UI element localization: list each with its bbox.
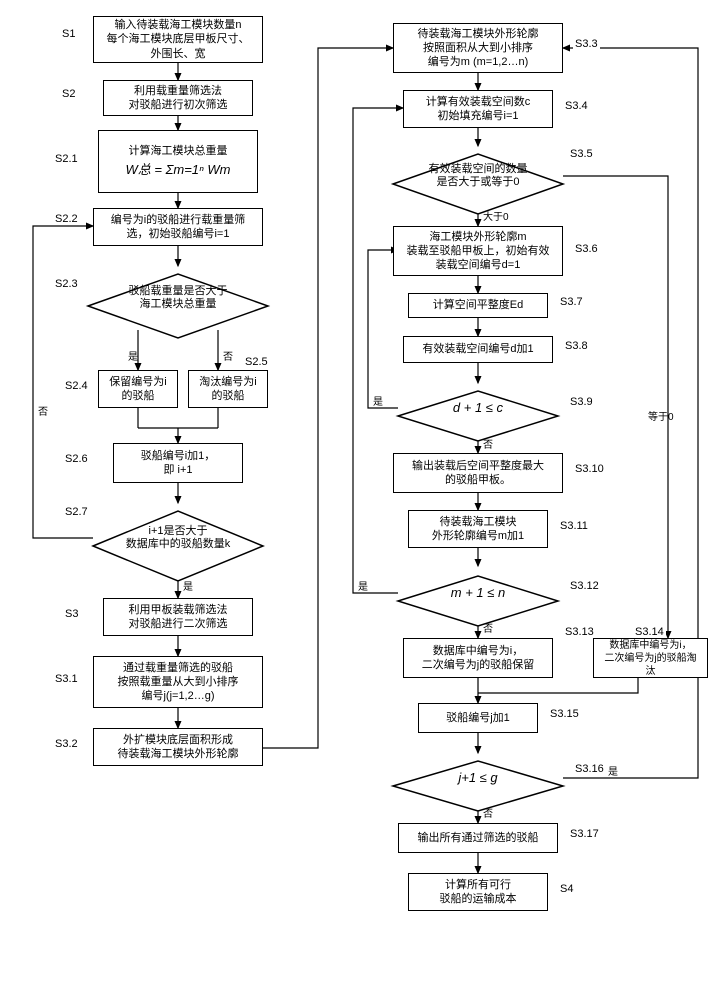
- text: 待装载海工模块外形轮廓按照面积从大到小排序编号为m (m=1,2…n): [418, 27, 539, 70]
- label-s1: S1: [60, 28, 77, 40]
- text: d + 1 ≤ c: [418, 400, 538, 416]
- label-s24: S2.4: [63, 380, 90, 392]
- text: 数据库中编号为i，二次编号为j的驳船保留: [422, 644, 534, 673]
- text: 利用甲板装载筛选法对驳船进行二次筛选: [129, 603, 228, 632]
- text: 利用载重量筛选法对驳船进行初次筛选: [129, 84, 228, 113]
- label-s34: S3.4: [563, 100, 590, 112]
- label-s39: S3.9: [568, 396, 595, 408]
- label-s317: S3.17: [568, 828, 601, 840]
- text: 计算空间平整度Ed: [433, 298, 523, 312]
- node-s36: 海工模块外形轮廓m装载至驳船甲板上，初始有效装载空间编号d=1: [393, 226, 563, 276]
- label-s33: S3.3: [573, 38, 600, 50]
- text: j+1 ≤ g: [418, 770, 538, 786]
- label-s37: S3.7: [558, 296, 585, 308]
- label-s2: S2: [60, 88, 77, 100]
- label-s38: S3.8: [563, 340, 590, 352]
- node-s32: 外扩模块底层面积形成待装载海工模块外形轮廓: [93, 728, 263, 766]
- label-s23: S2.3: [53, 278, 80, 290]
- label-s35: S3.5: [568, 148, 595, 160]
- edge-yes: 是: [128, 348, 138, 363]
- formula: W总 = Σm=1ⁿ Wm: [126, 162, 231, 179]
- text: m + 1 ≤ n: [418, 585, 538, 601]
- label-s313: S3.13: [563, 626, 596, 638]
- text: i+1是否大于数据库中的驳船数量k: [118, 525, 238, 551]
- edge-eq0: 等于0: [648, 408, 674, 423]
- label-s316: S3.16: [573, 763, 606, 775]
- text: 数据库中编号为i，二次编号为j的驳船淘汰: [600, 639, 701, 678]
- text: 外扩模块底层面积形成待装载海工模块外形轮廓: [118, 733, 239, 762]
- label-s312: S3.12: [568, 580, 601, 592]
- node-s34: 计算有效装载空间数c初始填充编号i=1: [403, 90, 553, 128]
- label-s31: S3.1: [53, 673, 80, 685]
- text: 计算有效装载空间数c初始填充编号i=1: [426, 95, 531, 124]
- node-s1: 输入待装载海工模块数量n每个海工模块底层甲板尺寸、外围长、宽: [93, 16, 263, 63]
- text: 编号为i的驳船进行载重量筛选，初始驳船编号i=1: [111, 213, 245, 242]
- text: 驳船载重量是否大于海工模块总重量: [118, 285, 238, 311]
- edge-no5: 否: [483, 805, 493, 820]
- node-s315: 驳船编号j加1: [418, 703, 538, 733]
- text: 驳船编号j加1: [446, 711, 510, 725]
- node-s310: 输出装载后空间平整度最大的驳船甲板。: [393, 453, 563, 493]
- node-s38: 有效装载空间编号d加1: [403, 336, 553, 363]
- node-s311: 待装载海工模块外形轮廓编号m加1: [408, 510, 548, 548]
- node-s33: 待装载海工模块外形轮廓按照面积从大到小排序编号为m (m=1,2…n): [393, 23, 563, 73]
- edge-no2: 否: [38, 403, 48, 418]
- label-s32: S3.2: [53, 738, 80, 750]
- node-s21: 计算海工模块总重量 W总 = Σm=1ⁿ Wm: [98, 130, 258, 193]
- text: 待装载海工模块外形轮廓编号m加1: [432, 515, 524, 544]
- node-s22: 编号为i的驳船进行载重量筛选，初始驳船编号i=1: [93, 208, 263, 246]
- node-s4: 计算所有可行驳船的运输成本: [408, 873, 548, 911]
- text: 计算海工模块总重量: [129, 144, 228, 158]
- label-s314: S3.14: [633, 626, 666, 638]
- text: 驳船编号i加1，即 i+1: [141, 449, 216, 478]
- text: 输出所有通过筛选的驳船: [418, 831, 539, 845]
- node-s31: 通过载重量筛选的驳船按照载重量从大到小排序编号j(j=1,2…g): [93, 656, 263, 708]
- node-s313: 数据库中编号为i，二次编号为j的驳船保留: [403, 638, 553, 678]
- node-s37: 计算空间平整度Ed: [408, 293, 548, 318]
- edge-yes4: 是: [358, 578, 368, 593]
- text: 通过载重量筛选的驳船按照载重量从大到小排序编号j(j=1,2…g): [118, 661, 239, 704]
- label-s315: S3.15: [548, 708, 581, 720]
- flowchart-container: 输入待装载海工模块数量n每个海工模块底层甲板尺寸、外围长、宽 S1 利用载重量筛…: [8, 8, 713, 992]
- edge-yes5: 是: [608, 763, 618, 778]
- label-s4: S4: [558, 883, 575, 895]
- edge-yes2: 是: [183, 578, 193, 593]
- label-s311: S3.11: [558, 520, 590, 532]
- edge-no4: 否: [483, 620, 493, 635]
- node-s24: 保留编号为i的驳船: [98, 370, 178, 408]
- text: 海工模块外形轮廓m装载至驳船甲板上，初始有效装载空间编号d=1: [407, 230, 550, 273]
- node-s26: 驳船编号i加1，即 i+1: [113, 443, 243, 483]
- label-s26: S2.6: [63, 453, 90, 465]
- edge-no: 否: [223, 348, 233, 363]
- text: 输入待装载海工模块数量n每个海工模块底层甲板尺寸、外围长、宽: [107, 18, 250, 61]
- node-s314: 数据库中编号为i，二次编号为j的驳船淘汰: [593, 638, 708, 678]
- node-s3: 利用甲板装载筛选法对驳船进行二次筛选: [103, 598, 253, 636]
- text: 有效装载空间编号d加1: [422, 342, 533, 356]
- text: 计算所有可行驳船的运输成本: [440, 878, 517, 907]
- node-s2: 利用载重量筛选法对驳船进行初次筛选: [103, 80, 253, 116]
- label-s36: S3.6: [573, 243, 600, 255]
- label-s3: S3: [63, 608, 80, 620]
- node-s317: 输出所有通过筛选的驳船: [398, 823, 558, 853]
- text: 保留编号为i的驳船: [109, 375, 166, 404]
- edge-gt0: 大于0: [483, 208, 509, 223]
- node-s25: 淘汰编号为i的驳船: [188, 370, 268, 408]
- text: 淘汰编号为i的驳船: [199, 375, 256, 404]
- label-s22: S2.2: [53, 213, 80, 225]
- edge-yes3: 是: [373, 393, 383, 408]
- edge-no3: 否: [483, 436, 493, 451]
- text: 输出装载后空间平整度最大的驳船甲板。: [412, 459, 544, 488]
- label-s27: S2.7: [63, 506, 90, 518]
- label-s21: S2.1: [53, 153, 80, 165]
- text: 有效装载空间的数量是否大于或等于0: [418, 163, 538, 189]
- label-s25: S2.5: [243, 356, 270, 368]
- label-s310: S3.10: [573, 463, 606, 475]
